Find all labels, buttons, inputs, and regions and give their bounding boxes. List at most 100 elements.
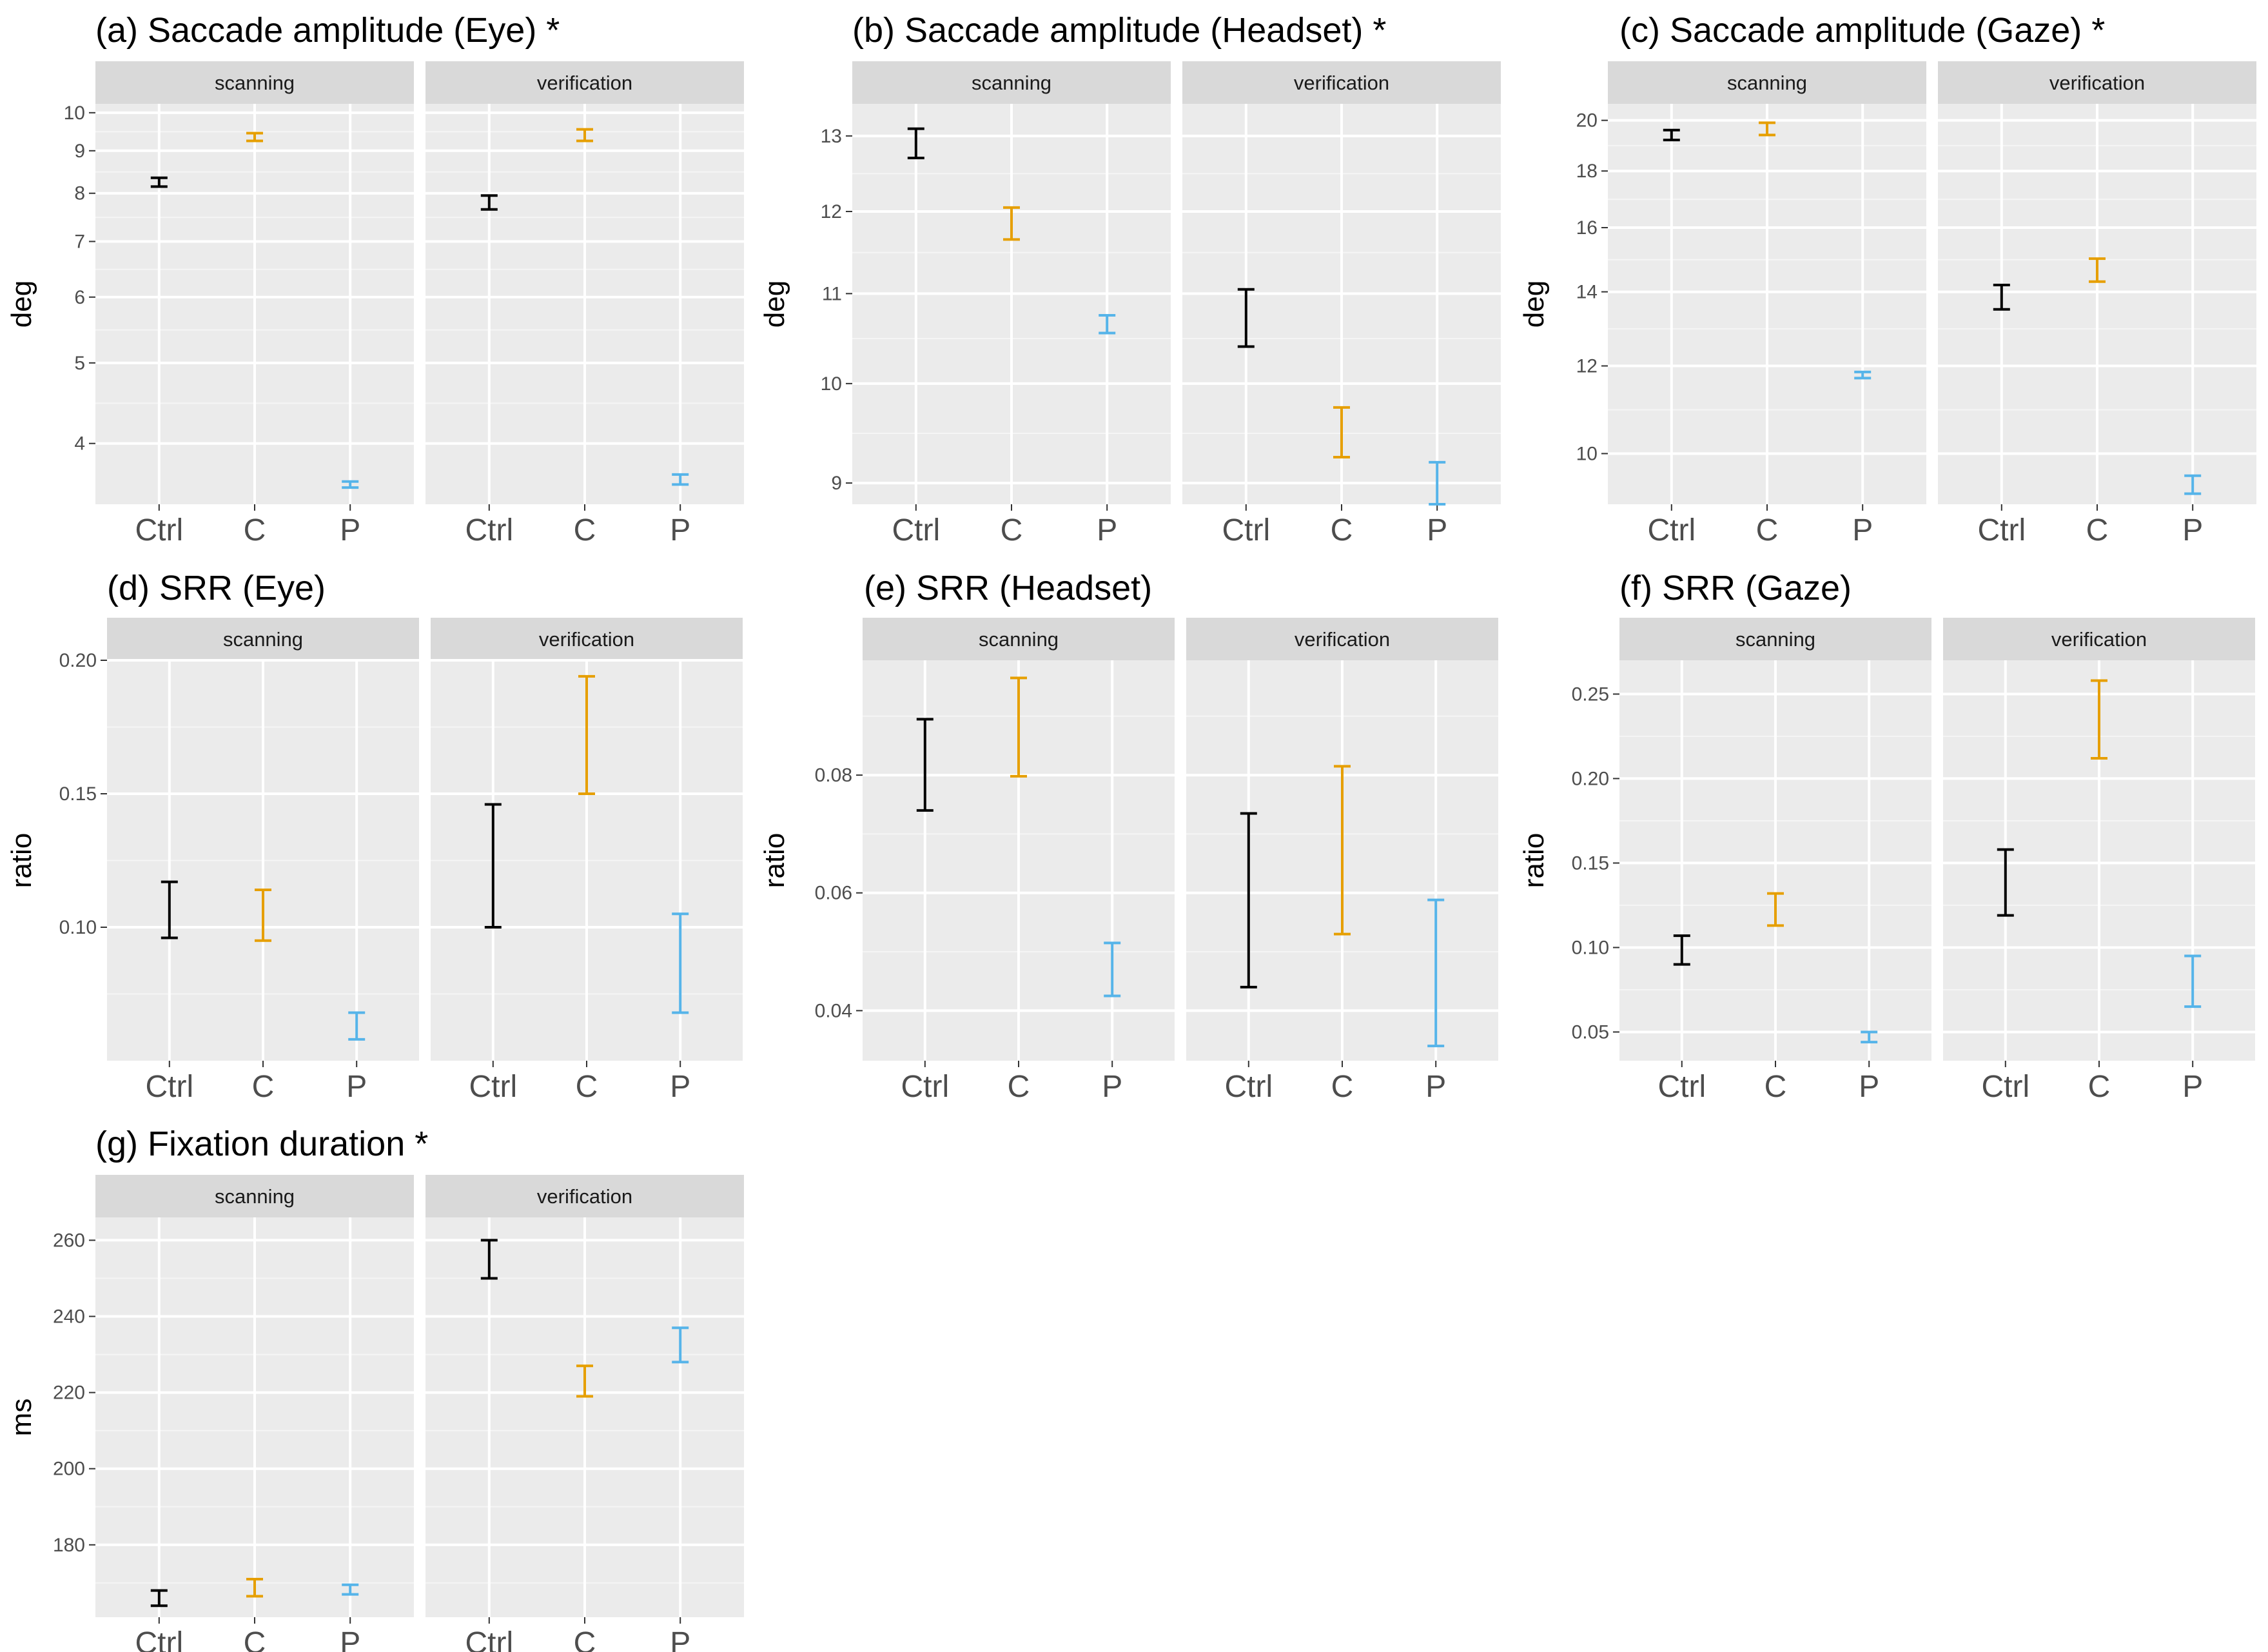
facet-strip: [1608, 61, 1926, 104]
facet-scanning: scanning Ctrl C P: [863, 618, 1175, 1104]
x-tick-label: P: [1852, 513, 1873, 547]
errorbar-p: [1854, 370, 1872, 380]
facet-strip: [1619, 618, 1931, 660]
y-tick-label: 9: [74, 141, 85, 162]
facet-scanning: scanning Ctrl C P: [95, 1175, 414, 1652]
facet-strip-label: verification: [1295, 628, 1390, 651]
errorbar-c: [576, 1364, 593, 1398]
errorbar-c: [1010, 676, 1027, 778]
errorbar-p: [672, 1326, 689, 1364]
facet-strip: [852, 61, 1171, 104]
facet-strip-label: scanning: [972, 72, 1051, 94]
x-tick-label: P: [670, 1626, 690, 1652]
errorbar-c: [1759, 121, 1775, 137]
facet-strip-label: scanning: [1727, 72, 1807, 94]
facet-strip: [1186, 618, 1498, 660]
x-tick-label: P: [670, 1070, 690, 1104]
facet-strip-label: scanning: [979, 628, 1059, 651]
facet-strip: [1943, 618, 2255, 660]
panel-title: (a) Saccade amplitude (Eye) *: [95, 11, 560, 50]
y-tick-label: 0.20: [59, 650, 97, 671]
y-tick-label: 14: [1576, 282, 1598, 303]
y-tick-label: 5: [74, 353, 85, 374]
x-tick-label: Ctrl: [1647, 513, 1696, 547]
y-axis-label: deg: [6, 280, 37, 328]
errorbar-c: [576, 128, 593, 143]
errorbar-c: [1333, 406, 1350, 458]
x-tick-label: C: [2086, 513, 2109, 547]
y-tick-label: 9: [831, 473, 842, 494]
errorbar-ctrl: [916, 718, 934, 812]
chart-panel-f: (f) SRR (Gaze) ratio scanning Ctrl C Pverific…: [1518, 569, 2255, 1104]
errorbar-p: [342, 480, 359, 489]
errorbar-ctrl: [150, 176, 168, 188]
errorbar-ctrl: [907, 127, 924, 159]
x-tick-label: P: [670, 513, 690, 547]
errorbar-c: [255, 889, 271, 942]
facet-verification: verification Ctrl C P: [1186, 618, 1498, 1104]
facet-strip-label: verification: [2051, 628, 2147, 651]
errorbar-ctrl: [161, 880, 178, 939]
errorbar-p: [672, 912, 689, 1014]
facet-strip: [1938, 61, 2256, 104]
errorbar-p: [1861, 1030, 1878, 1044]
errorbar-p: [672, 473, 689, 486]
panel-title: (d) SRR (Eye): [107, 569, 326, 607]
y-tick-label: 220: [53, 1382, 85, 1404]
x-tick-label: C: [2088, 1070, 2111, 1104]
facet-strip: [431, 618, 743, 660]
y-tick-label: 0.06: [815, 883, 852, 904]
facet-strip-label: verification: [1294, 72, 1389, 94]
panel-title: (e) SRR (Headset): [864, 569, 1152, 607]
facet-strip-label: verification: [537, 72, 632, 94]
x-tick-label: C: [1331, 1070, 1354, 1104]
facet-strip-label: scanning: [215, 1185, 295, 1208]
errorbar-ctrl: [484, 803, 502, 929]
y-tick-label: 260: [53, 1230, 85, 1251]
facet-strip: [95, 61, 414, 104]
x-tick-label: Ctrl: [145, 1070, 193, 1104]
errorbar-c: [578, 674, 595, 795]
chart-panel-e: (e) SRR (Headset) ratio scanning Ctrl C P veri…: [759, 569, 1498, 1104]
facet-strip-label: verification: [2049, 72, 2145, 94]
facet-strip-label: verification: [539, 628, 634, 651]
x-tick-label: C: [1765, 1070, 1787, 1104]
y-tick-label: 7: [74, 231, 85, 252]
facet-strip: [425, 1175, 744, 1217]
chart-panel-g: (g) Fixation duration * ms scanning Ctrl C Pv…: [6, 1125, 744, 1652]
panel-title: (f) SRR (Gaze): [1619, 569, 1852, 607]
facet-scanning: scanning Ctrl C P: [1619, 618, 1931, 1104]
y-axis-label: deg: [759, 280, 790, 328]
y-tick-label: 20: [1576, 110, 1598, 132]
x-tick-label: Ctrl: [1981, 1070, 2029, 1104]
x-tick-label: P: [1102, 1070, 1122, 1104]
y-tick-label: 0.04: [815, 1000, 852, 1021]
errorbar-p: [2184, 474, 2202, 495]
x-tick-label: C: [244, 1626, 266, 1652]
y-tick-label: 12: [1576, 356, 1598, 377]
errorbar-c: [246, 132, 263, 143]
panel-title: (g) Fixation duration *: [95, 1125, 428, 1163]
x-tick-label: Ctrl: [465, 1626, 513, 1652]
y-tick-label: 0.20: [1572, 768, 1609, 789]
y-tick-label: 6: [74, 287, 85, 308]
errorbar-ctrl: [1237, 288, 1255, 348]
errorbar-p: [1429, 460, 1446, 506]
x-tick-label: C: [1001, 513, 1023, 547]
errorbar-c: [2091, 679, 2107, 760]
y-axis-label: ratio: [759, 833, 790, 889]
x-tick-label: C: [574, 513, 596, 547]
errorbar-p: [2184, 954, 2202, 1008]
y-tick-label: 18: [1576, 161, 1598, 182]
facet-strip: [425, 61, 744, 104]
y-axis-label: ratio: [6, 833, 37, 889]
x-tick-label: P: [346, 1070, 367, 1104]
y-tick-label: 10: [1576, 443, 1598, 464]
errorbar-ctrl: [1997, 848, 2014, 917]
facet-strip: [863, 618, 1175, 660]
facet-strip: [107, 618, 419, 660]
facet-scanning: scanning Ctrl C P: [852, 61, 1171, 547]
y-tick-label: 0.10: [59, 917, 97, 938]
y-tick-label: 0.10: [1572, 937, 1609, 958]
